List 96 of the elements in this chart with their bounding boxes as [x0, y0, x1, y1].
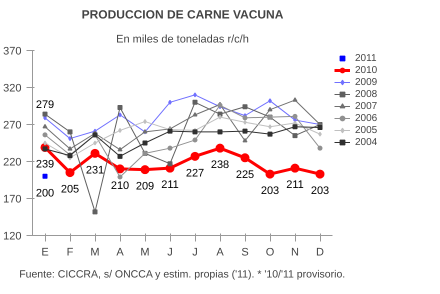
data-label: 279	[36, 98, 54, 111]
point	[192, 100, 198, 105]
point	[168, 100, 172, 105]
data-label: 238	[210, 159, 230, 172]
point	[68, 146, 72, 151]
point	[140, 165, 150, 174]
point	[42, 132, 48, 138]
data-label: 227	[186, 167, 204, 180]
x-tick-label: F	[66, 246, 74, 258]
point	[192, 138, 198, 143]
data-label: 210	[110, 180, 130, 192]
point	[118, 104, 122, 110]
point	[268, 106, 272, 112]
point	[292, 124, 298, 130]
point	[240, 153, 250, 162]
data-label: 203	[260, 185, 280, 198]
point	[268, 132, 272, 137]
point	[268, 124, 272, 130]
point	[290, 164, 300, 173]
point	[118, 174, 122, 180]
x-tick-label: E	[41, 246, 49, 258]
point	[90, 148, 100, 158]
x-tick-label: O	[266, 246, 275, 258]
point	[292, 133, 298, 138]
y-tick-label: 120	[3, 230, 22, 242]
point	[242, 138, 248, 142]
y-tick-label: 220	[3, 156, 22, 168]
legend-label: 2005	[355, 124, 378, 136]
source-note: Fuente: CICCRA, s/ ONCCA y estim. propias ('11). * '10/'11 provisorio.	[19, 268, 346, 280]
point	[292, 114, 298, 119]
point	[192, 112, 198, 117]
point	[268, 98, 272, 104]
point	[218, 114, 222, 120]
legend-label: 2004	[355, 136, 378, 148]
x-tick-label: D	[316, 246, 324, 258]
data-label: 203	[310, 185, 330, 198]
point	[316, 170, 324, 179]
point	[193, 92, 197, 98]
point	[116, 164, 124, 174]
point	[190, 152, 200, 161]
point	[168, 161, 172, 166]
chart-subtitle: En miles de toneladas r/c/h	[116, 34, 249, 46]
legend-label: 2007	[355, 100, 378, 112]
point	[118, 154, 122, 159]
legend-label: 2011	[355, 52, 377, 64]
point	[43, 140, 47, 146]
point	[218, 112, 222, 117]
x-tick-label: A	[116, 246, 124, 258]
point	[42, 124, 48, 128]
data-label: 211	[161, 179, 179, 192]
point	[118, 146, 122, 152]
data-label: 231	[86, 164, 104, 176]
x-tick-label: S	[241, 246, 249, 258]
x-tick-label: A	[216, 246, 224, 258]
point	[142, 140, 148, 146]
point	[143, 119, 147, 124]
point	[292, 97, 298, 102]
x-tick-label: J	[192, 246, 198, 258]
point	[318, 146, 322, 151]
point	[266, 170, 274, 179]
y-tick-label: 320	[3, 82, 22, 94]
point	[218, 129, 222, 134]
point	[42, 112, 48, 117]
x-tick-label: J	[167, 246, 173, 258]
point	[242, 104, 248, 110]
chart-title: PRODUCCION DE CARNE VACUNA	[82, 8, 284, 22]
data-label: 211	[286, 179, 304, 192]
point	[216, 144, 224, 153]
point	[92, 209, 98, 214]
point	[42, 174, 48, 179]
data-label: 200	[36, 187, 54, 200]
point	[242, 128, 248, 134]
legend-label: 2009	[355, 76, 378, 88]
point	[93, 140, 97, 146]
point	[318, 124, 322, 130]
point	[66, 168, 74, 178]
point	[68, 136, 72, 142]
data-label: 239	[36, 158, 54, 170]
point	[118, 112, 122, 118]
point	[318, 132, 322, 137]
y-tick-label: 370	[3, 46, 22, 58]
y-tick-label: 270	[3, 120, 22, 132]
point	[168, 146, 172, 151]
point	[243, 120, 247, 125]
legend-label: 2008	[355, 88, 378, 100]
legend-label: 2010	[355, 64, 378, 76]
x-tick-label: M	[90, 246, 100, 258]
data-label: 225	[236, 168, 254, 181]
data-label: 205	[60, 184, 80, 196]
data-label: 209	[136, 180, 154, 193]
x-tick-label: N	[291, 246, 300, 258]
point	[68, 129, 72, 134]
point	[118, 128, 122, 133]
legend-label: 2006	[355, 112, 378, 124]
y-tick-label: 170	[3, 194, 22, 206]
x-tick-label: M	[140, 246, 150, 258]
